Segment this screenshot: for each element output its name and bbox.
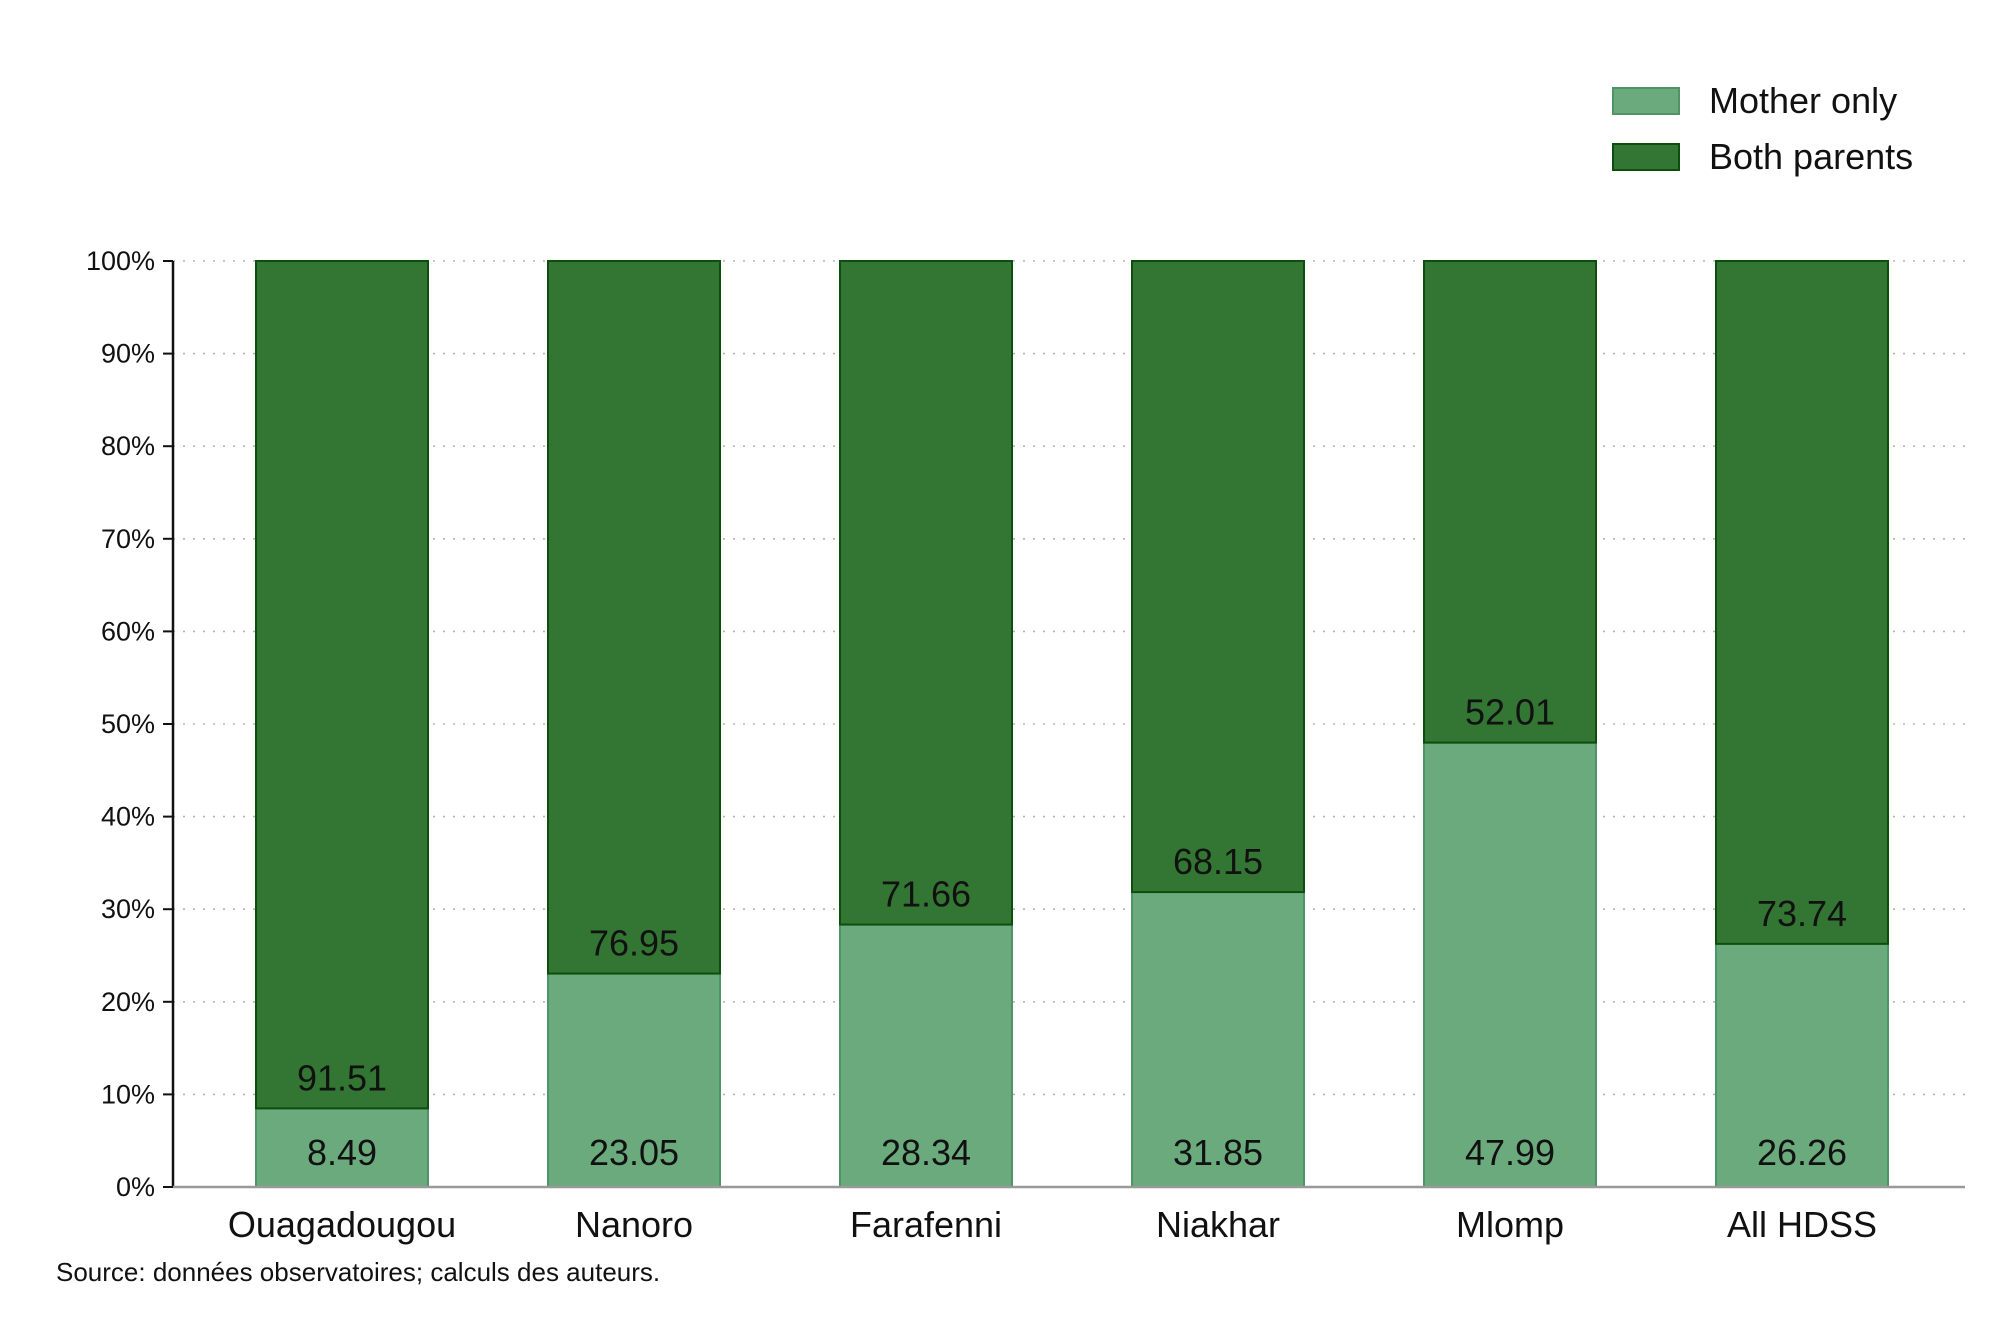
data-label: 31.85	[1173, 1132, 1263, 1173]
bar-segment	[839, 260, 1013, 926]
bar-segment	[1715, 260, 1889, 945]
x-tick-label: All HDSS	[1727, 1204, 1877, 1245]
bar-segment	[547, 260, 721, 975]
gridlines	[173, 260, 1965, 1096]
data-label: 73.74	[1757, 893, 1847, 934]
bars	[255, 260, 1889, 1188]
data-label: 91.51	[297, 1057, 387, 1098]
data-label: 47.99	[1465, 1132, 1555, 1173]
bar-segment	[255, 260, 429, 1110]
bar-segment	[255, 1107, 429, 1188]
data-label: 8.49	[307, 1132, 377, 1173]
y-tick-label: 60%	[101, 616, 155, 646]
axes: 0% 10% 20% 30% 40% 50% 60% 70% 80% 90% 100% Ouagado…	[86, 246, 1965, 1245]
bar-segment	[1715, 942, 1889, 1188]
y-tick-label: 50%	[101, 709, 155, 739]
bar-segment	[1423, 260, 1597, 744]
data-label: 23.05	[589, 1132, 679, 1173]
data-label: 26.26	[1757, 1132, 1847, 1173]
data-label: 68.15	[1173, 841, 1263, 882]
legend-swatch	[1612, 143, 1680, 171]
source-note: Source: données observatoires; calculs d…	[56, 1257, 660, 1287]
y-tick-label: 10%	[101, 1079, 155, 1109]
bar-segment	[1423, 741, 1597, 1188]
legend-label: Mother only	[1709, 80, 1897, 121]
data-label: 71.66	[881, 874, 971, 915]
data-label: 52.01	[1465, 692, 1555, 733]
x-tick-label: Mlomp	[1456, 1204, 1564, 1245]
bar-segment	[1131, 260, 1305, 894]
bar-segment	[839, 923, 1013, 1188]
data-labels: 8.49 91.51 23.05 76.95 28.34 71.66 31.85 68.15 4…	[297, 692, 1847, 1173]
y-tick-label: 20%	[101, 987, 155, 1017]
y-tick-label: 40%	[101, 802, 155, 832]
y-tick-label: 80%	[101, 431, 155, 461]
x-tick-label: Nanoro	[575, 1204, 693, 1245]
y-tick-label: 30%	[101, 894, 155, 924]
legend-swatch	[1612, 87, 1680, 115]
y-tick-label: 70%	[101, 524, 155, 554]
y-tick-label: 90%	[101, 339, 155, 369]
data-label: 28.34	[881, 1132, 971, 1173]
legend: Mother only Both parents	[1612, 80, 1913, 177]
legend-label: Both parents	[1709, 136, 1913, 177]
x-tick-label: Ouagadougou	[228, 1204, 456, 1245]
data-label: 76.95	[589, 923, 679, 964]
y-tick-label: 0%	[116, 1172, 155, 1202]
x-tick-label: Niakhar	[1156, 1204, 1280, 1245]
y-tick-label: 100%	[86, 246, 155, 276]
x-tick-label: Farafenni	[850, 1204, 1002, 1245]
